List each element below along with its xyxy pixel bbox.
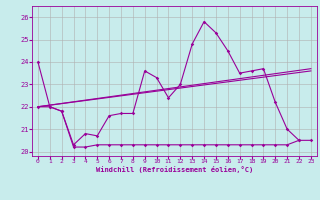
X-axis label: Windchill (Refroidissement éolien,°C): Windchill (Refroidissement éolien,°C) <box>96 166 253 173</box>
